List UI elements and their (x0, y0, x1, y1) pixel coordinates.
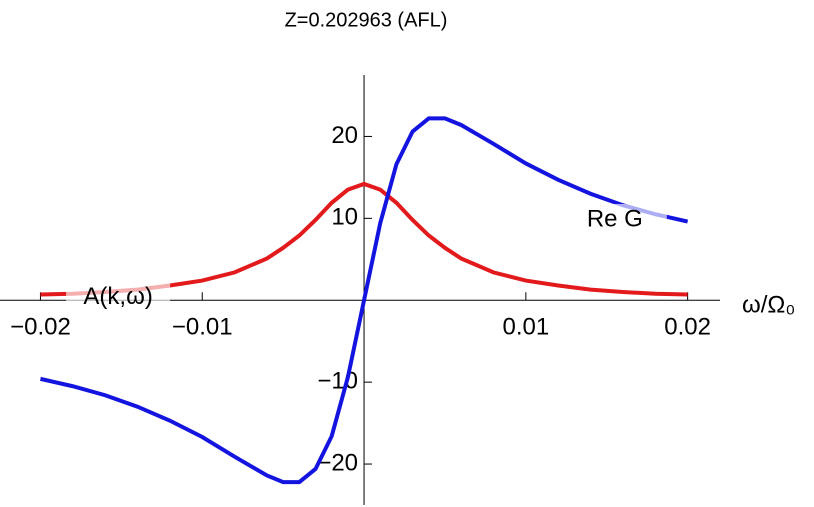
chart-title: Z=0.202963 (AFL) (285, 9, 448, 31)
label-halo (66, 281, 171, 314)
x-tick-label: −0.02 (10, 314, 71, 341)
series-label: A(k,ω) (83, 283, 152, 310)
x-tick-label: 0.01 (502, 314, 549, 341)
y-tick-label: −10 (317, 367, 358, 394)
series-line (40, 181, 688, 297)
series-line (40, 116, 689, 485)
y-tick-label: 10 (331, 204, 358, 231)
x-tick-label: −0.01 (172, 314, 233, 341)
series-label: Re G (587, 205, 643, 232)
label-halo (562, 203, 667, 236)
x-tick-label: 0.02 (664, 314, 711, 341)
y-tick-label: 20 (331, 122, 358, 149)
x-axis-label: ω/Ω₀ (742, 291, 795, 318)
